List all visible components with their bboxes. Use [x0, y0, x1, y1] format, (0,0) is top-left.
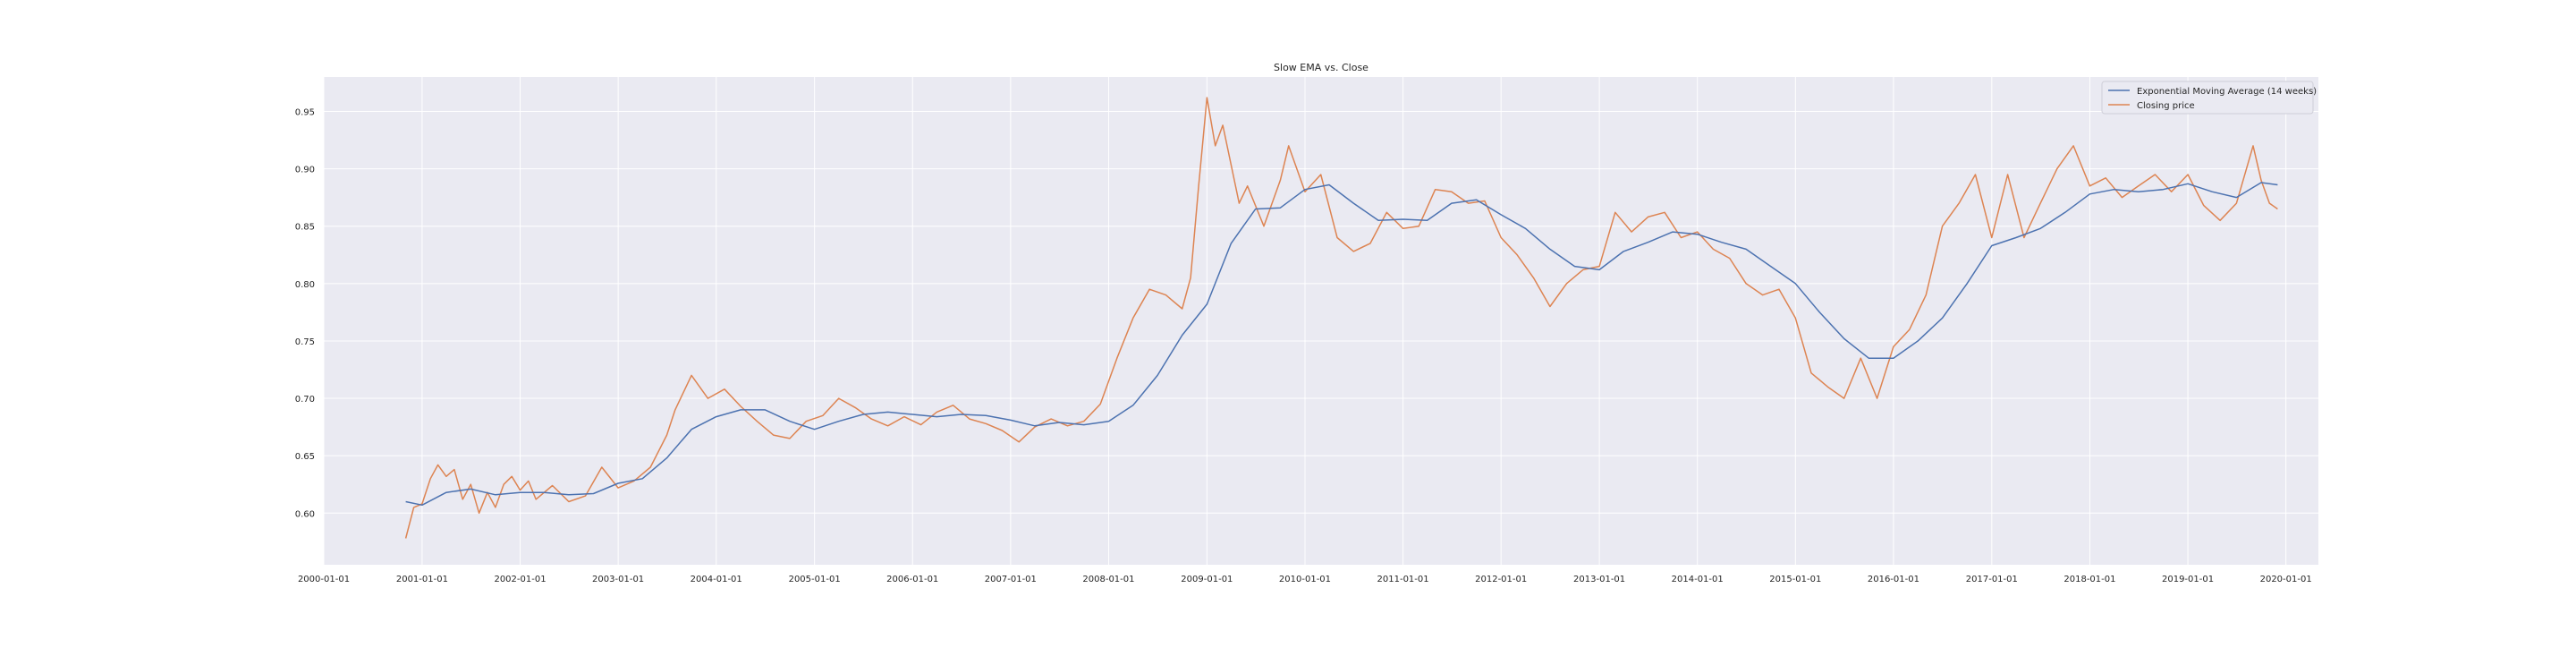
x-tick-label: 2004-01-01: [691, 575, 742, 584]
series-line-close: [404, 97, 2278, 539]
x-tick-label: 2003-01-01: [592, 575, 644, 584]
y-tick-label: 0.85: [295, 223, 315, 233]
y-tick-label: 0.95: [295, 107, 315, 117]
y-tick-label: 0.65: [295, 452, 315, 462]
x-tick-label: 2014-01-01: [1672, 575, 1724, 584]
x-tick-label: 2010-01-01: [1279, 575, 1331, 584]
x-grid-lines: [323, 77, 2287, 565]
series-line-ema: [405, 182, 2278, 507]
y-tick-label: 0.60: [295, 509, 315, 519]
x-tick-label: 2008-01-01: [1082, 575, 1134, 584]
x-tick-label: 2005-01-01: [789, 575, 841, 584]
x-tick-label: 2007-01-01: [985, 575, 1037, 584]
y-tick-label: 0.80: [295, 280, 315, 290]
x-tick-label: 2018-01-01: [2063, 575, 2115, 584]
x-tick-label: 2002-01-01: [494, 575, 546, 584]
series-layer: [404, 97, 2278, 539]
chart-title: Slow EMA vs. Close: [1274, 62, 1368, 73]
x-tick-label: 2015-01-01: [1769, 575, 1821, 584]
x-tick-label: 2006-01-01: [886, 575, 938, 584]
legend-label-close: Closing price: [2137, 101, 2195, 111]
x-tick-label: 2016-01-01: [1868, 575, 1919, 584]
x-tick-label: 2000-01-01: [298, 575, 350, 584]
y-tick-label: 0.70: [295, 395, 315, 405]
legend-label-ema: Exponential Moving Average (14 weeks): [2137, 87, 2317, 97]
legend: Exponential Moving Average (14 weeks) Cl…: [2101, 81, 2317, 115]
x-tick-label: 2020-01-01: [2260, 575, 2312, 584]
x-tick-label: 2009-01-01: [1181, 575, 1233, 584]
plot-area: [324, 77, 2318, 565]
x-tick-label: 2011-01-01: [1377, 575, 1429, 584]
x-tick-label: 2001-01-01: [396, 575, 448, 584]
legend-box: [2101, 81, 2314, 115]
x-tick-label: 2013-01-01: [1573, 575, 1625, 584]
x-tick-labels: 2000-01-01 2001-01-01 2002-01-01 2003-01-01…: [298, 575, 2312, 584]
x-tick-label: 2017-01-01: [1966, 575, 2018, 584]
y-tick-label: 0.90: [295, 166, 315, 175]
x-tick-label: 2012-01-01: [1475, 575, 1527, 584]
y-tick-label: 0.75: [295, 337, 315, 347]
y-tick-labels: 0.60 0.65 0.70 0.75 0.80 0.85 0.90 0.95: [295, 107, 315, 519]
x-tick-label: 2019-01-01: [2162, 575, 2214, 584]
y-grid-lines: [324, 110, 2318, 514]
